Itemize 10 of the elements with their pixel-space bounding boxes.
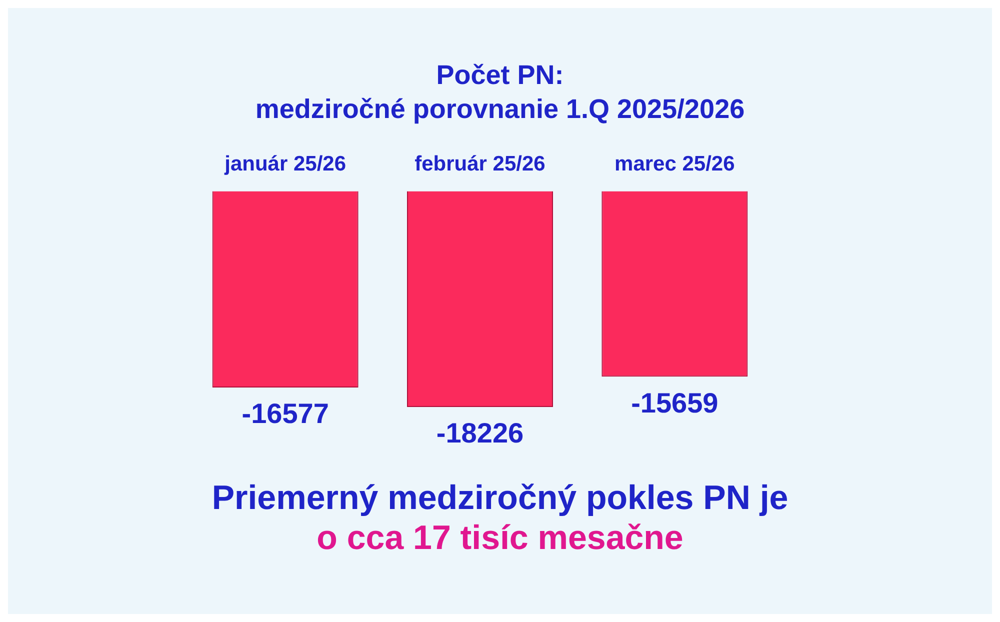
data-label: -16577 <box>242 398 329 430</box>
text: Priemerný medziročný pokles PN je <box>210 478 790 518</box>
x-tick-label: február 25/26 <box>414 152 546 176</box>
chart-subtitle: medziročné porovnanie 1.Q 2025/2026 <box>254 93 746 126</box>
chart-title: Počet PN: <box>435 59 565 92</box>
text: o cca 17 tisíc mesačne <box>316 518 684 558</box>
data-label: -15659 <box>631 387 718 418</box>
x-tick-label: marec 25/26 <box>614 152 735 176</box>
x-tick-label: január 25/26 <box>224 152 346 176</box>
data-label: -18226 <box>436 418 524 449</box>
